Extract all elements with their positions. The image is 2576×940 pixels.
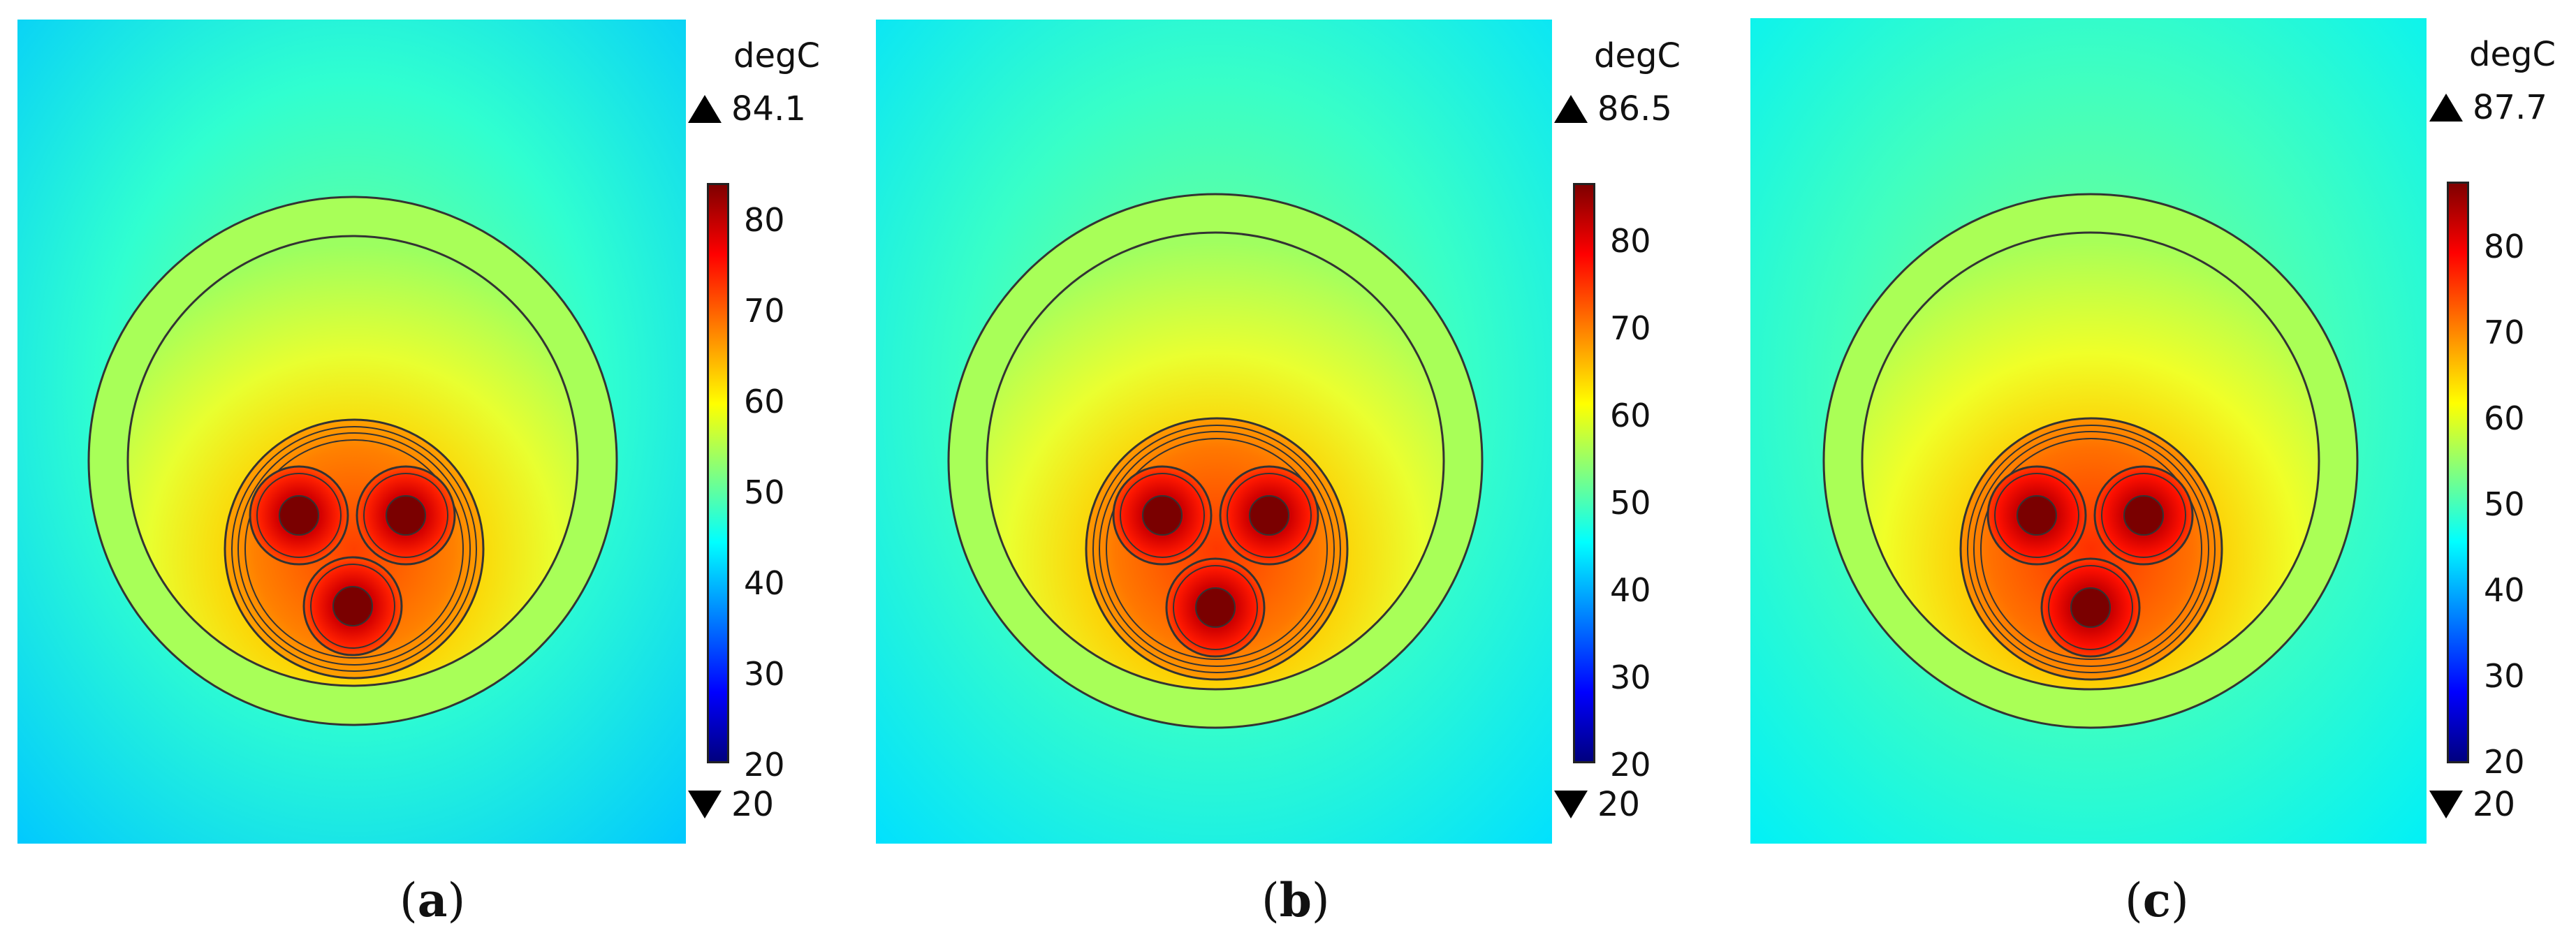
- min-triangle-icon: [2429, 791, 2463, 818]
- max-triangle-icon: [2429, 94, 2463, 122]
- tick-label: 20: [2484, 743, 2525, 781]
- panel-b: degC 86.5 80 70 60 50 40 30 20 20 (b): [859, 0, 1718, 940]
- cable-core-3: [1165, 557, 1266, 658]
- max-value-label: 86.5: [1597, 89, 1672, 128]
- min-value-row: 20: [688, 785, 774, 824]
- color-legend-b: degC 86.5 80 70 60 50 40 30 20 20: [1554, 0, 1715, 859]
- tick-label: 80: [744, 201, 785, 239]
- cable-core-3: [2040, 557, 2141, 658]
- tick-label: 70: [2484, 314, 2525, 351]
- colorbar: [1573, 183, 1595, 763]
- unit-label: degC: [2469, 35, 2556, 74]
- temperature-field-plot-c: [1750, 18, 2427, 844]
- tick-label: 50: [1610, 484, 1651, 522]
- min-triangle-icon: [688, 791, 722, 818]
- color-legend-a: degC 84.1 80 70 60 50 40 30 20 20: [688, 0, 856, 859]
- tick-label: 60: [2484, 399, 2525, 437]
- cable-core-1: [1986, 465, 2087, 566]
- tick-label: 60: [744, 383, 785, 420]
- max-value-row: 84.1: [688, 89, 806, 128]
- panel-a: degC 84.1 80 70 60 50 40 30 20 20 (a): [0, 0, 859, 940]
- unit-label: degC: [733, 36, 820, 75]
- max-value-row: 86.5: [1554, 89, 1672, 128]
- tick-label: 70: [1610, 309, 1651, 347]
- color-legend-c: degC 87.7 80 70 60 50 40 30 20 20: [2429, 0, 2576, 859]
- temperature-field-plot-b: [876, 20, 1552, 844]
- max-triangle-icon: [1554, 95, 1588, 123]
- min-triangle-icon: [1554, 791, 1588, 818]
- tick-label: 20: [744, 746, 785, 784]
- tick-label: 40: [2484, 571, 2525, 609]
- temperature-field-svg-a: [17, 20, 686, 844]
- max-value-label: 87.7: [2473, 88, 2547, 127]
- cable-core-3: [302, 556, 403, 656]
- caption-c: (c): [2125, 873, 2189, 927]
- max-value-label: 84.1: [731, 89, 806, 128]
- caption-b: (b): [1261, 873, 1330, 927]
- tick-label: 20: [1610, 746, 1651, 784]
- tick-label: 60: [1610, 397, 1651, 434]
- min-value-label: 20: [2473, 785, 2516, 824]
- tick-label: 50: [2484, 485, 2525, 523]
- tick-label: 50: [744, 473, 785, 511]
- temperature-field-svg-b: [876, 20, 1552, 844]
- temperature-field-plot-a: [17, 20, 686, 844]
- cable-core-2: [1219, 465, 1319, 566]
- tick-label: 40: [744, 564, 785, 602]
- tick-label: 40: [1610, 571, 1651, 609]
- min-value-label: 20: [731, 785, 775, 824]
- caption-a: (a): [400, 873, 466, 927]
- max-value-row: 87.7: [2429, 88, 2547, 127]
- min-value-row: 20: [2429, 785, 2515, 824]
- tick-label: 30: [1610, 659, 1651, 696]
- cable-core-2: [356, 465, 456, 566]
- min-value-row: 20: [1554, 785, 1640, 824]
- cable-core-2: [2093, 465, 2194, 566]
- temperature-field-svg-c: [1750, 18, 2427, 844]
- colorbar: [2447, 182, 2469, 763]
- colorbar: [707, 183, 729, 763]
- tick-label: 80: [2484, 228, 2525, 265]
- panel-c: degC 87.7 80 70 60 50 40 30 20 20 (c): [1718, 0, 2576, 940]
- tick-label: 30: [744, 655, 785, 693]
- tick-label: 30: [2484, 657, 2525, 695]
- max-triangle-icon: [688, 95, 722, 123]
- cable-core-1: [1112, 465, 1213, 566]
- tick-label: 70: [744, 292, 785, 330]
- min-value-label: 20: [1597, 785, 1641, 824]
- cable-core-1: [249, 465, 349, 566]
- unit-label: degC: [1594, 36, 1681, 75]
- tick-label: 80: [1610, 222, 1651, 260]
